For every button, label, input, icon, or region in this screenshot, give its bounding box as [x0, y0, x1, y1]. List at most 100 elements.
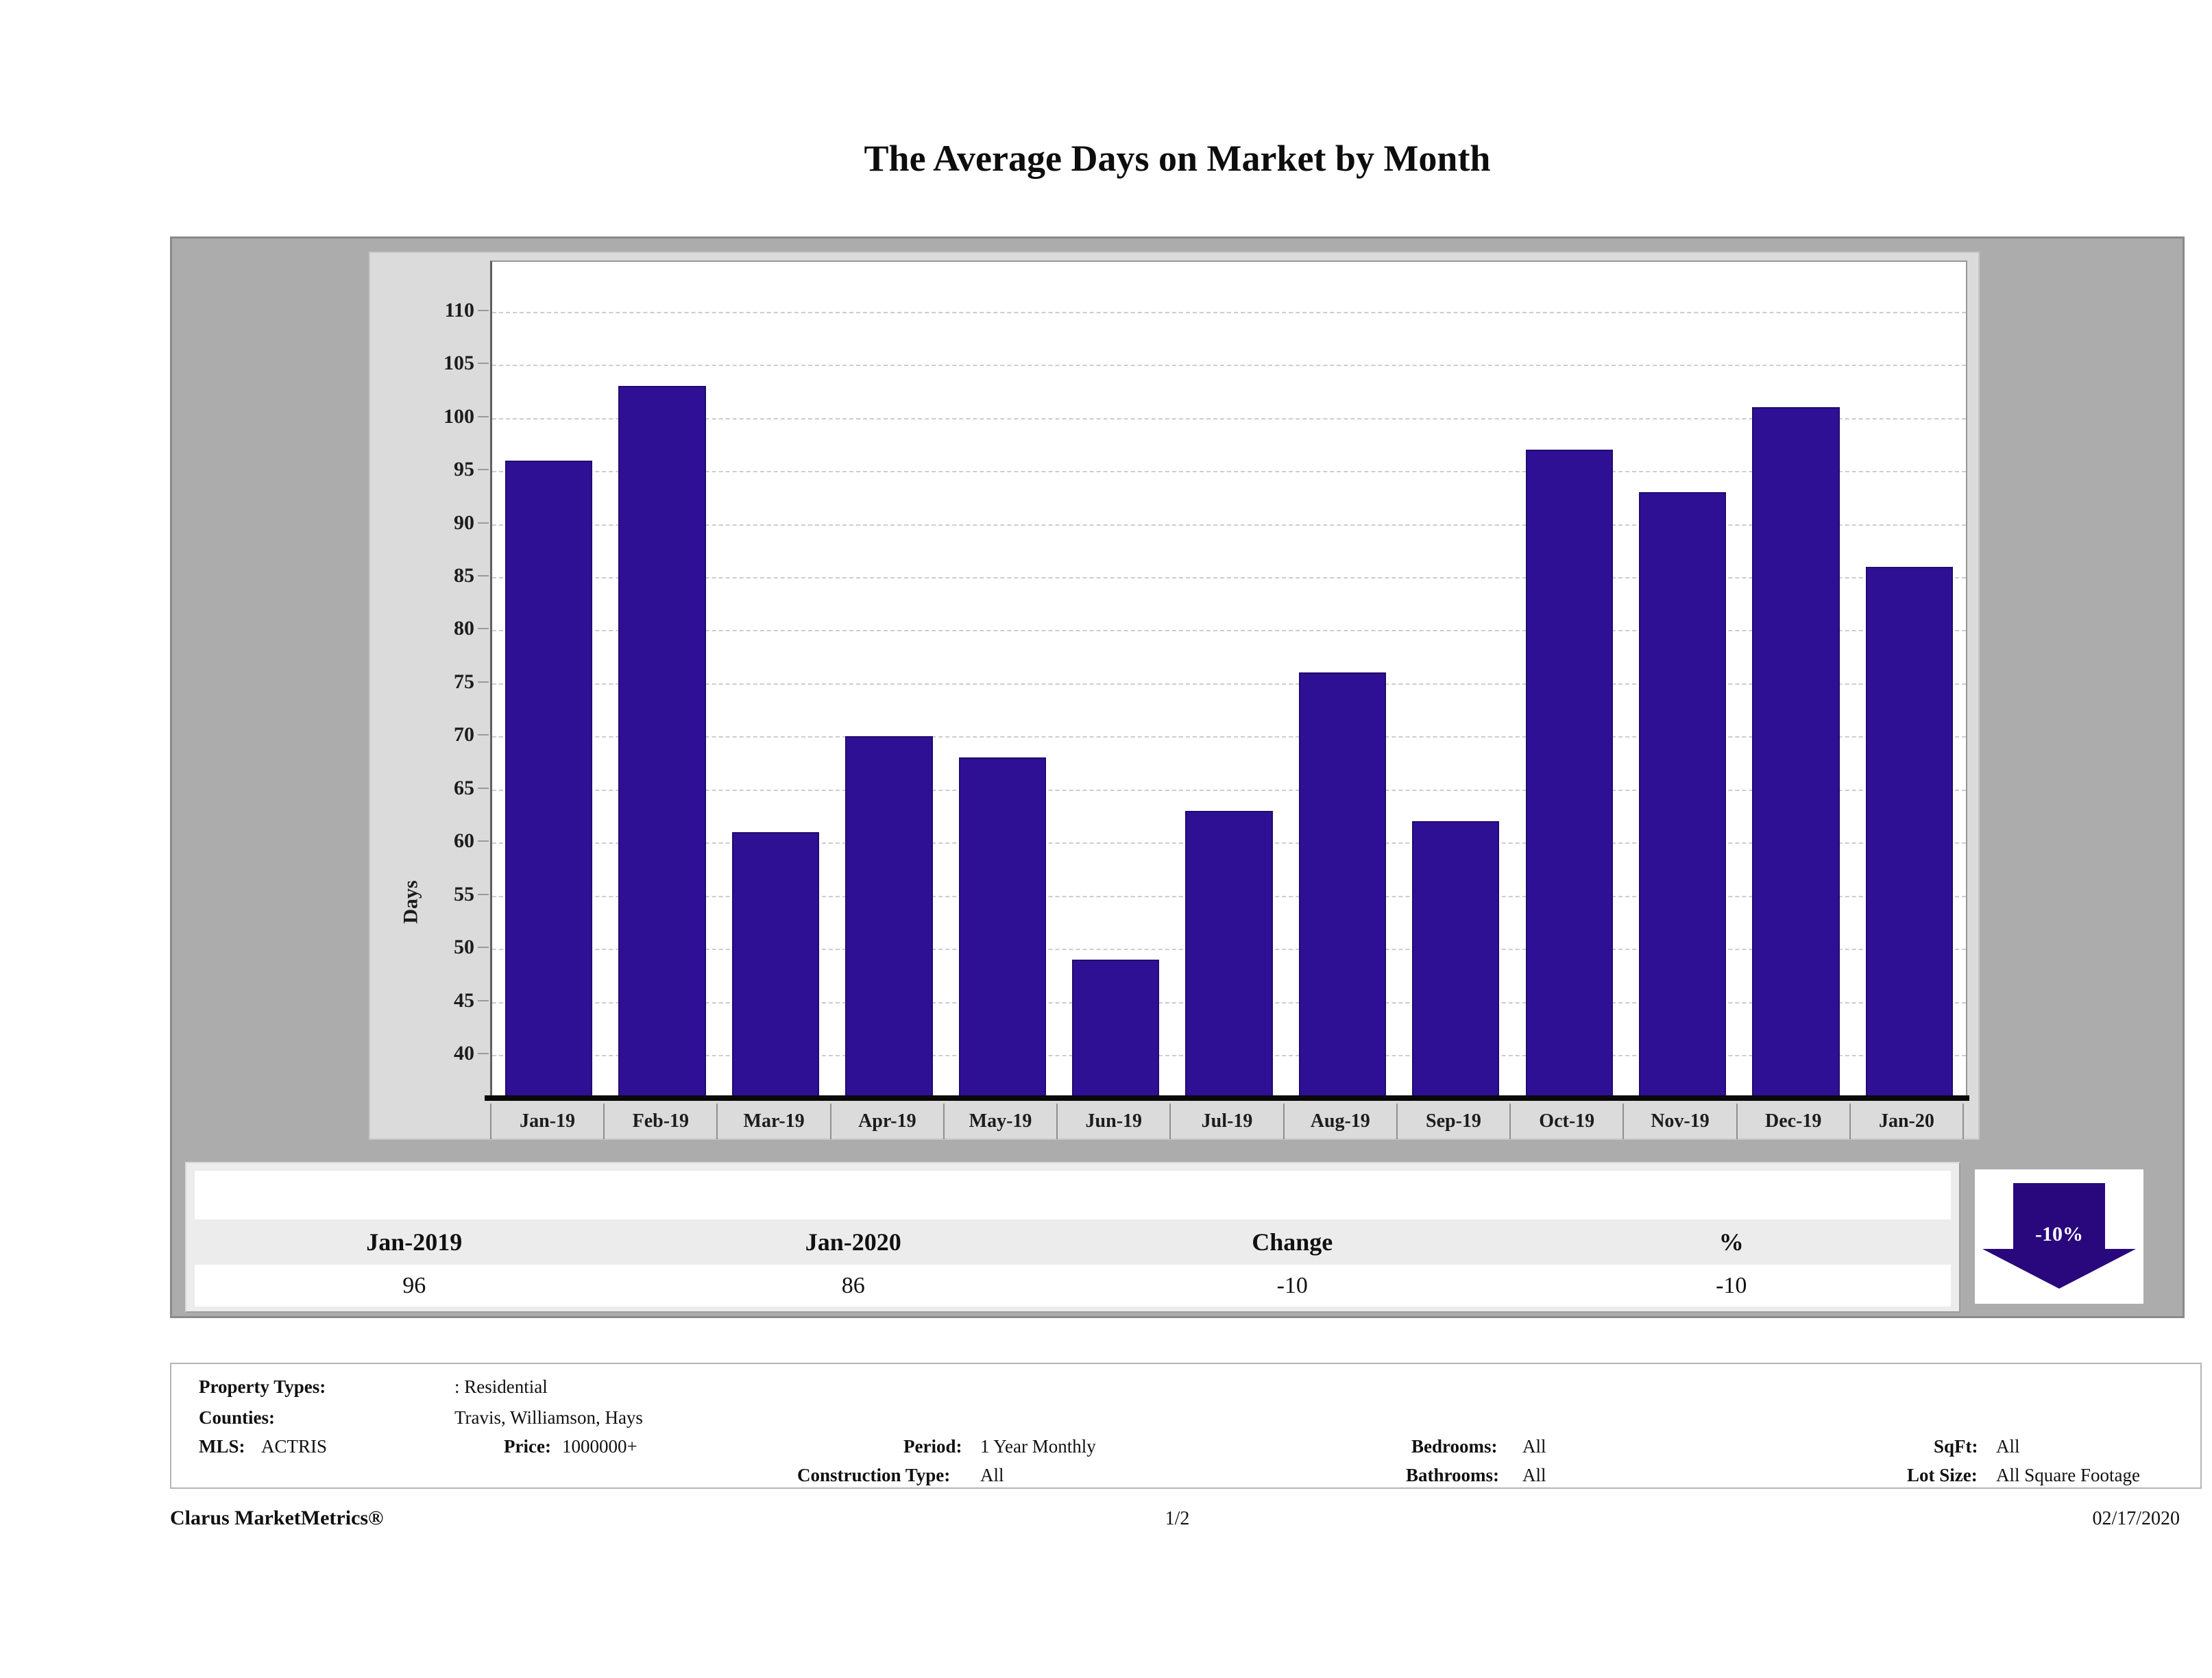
bar-Jan-19 [505, 460, 593, 1099]
x-tick-label-Dec-19: Dec-19 [1736, 1104, 1849, 1139]
bedrooms-label: Bedrooms: [1411, 1436, 1498, 1457]
x-tick-label-Nov-19: Nov-19 [1622, 1104, 1736, 1139]
summary-header-jan2019: Jan-2019 [366, 1228, 463, 1256]
bar-slot-Apr-19 [832, 262, 945, 1099]
gridline-80 [492, 630, 1966, 632]
summary-value-percent: -10 [1716, 1273, 1747, 1298]
x-tick-label-Feb-19: Feb-19 [603, 1104, 716, 1139]
gridline-105 [492, 365, 1966, 367]
lot-size-value: All Square Footage [1996, 1465, 2140, 1485]
y-tick-label-55: 55 [454, 882, 474, 905]
y-tick-mark-80 [478, 628, 489, 630]
plot-area [490, 260, 1967, 1101]
y-tick-label-70: 70 [454, 723, 474, 746]
x-tick-label-Jul-19: Jul-19 [1169, 1104, 1283, 1139]
y-tick-label-75: 75 [454, 670, 474, 693]
bar-slot-Jun-19 [1059, 262, 1172, 1099]
bar-slot-Oct-19 [1513, 262, 1626, 1099]
y-tick-mark-100 [478, 415, 489, 417]
x-tick-label-Sep-19: Sep-19 [1396, 1104, 1509, 1139]
x-tick-label-Jan-20: Jan-20 [1849, 1104, 1965, 1139]
y-tick-label-85: 85 [454, 563, 474, 587]
y-tick-mark-105 [478, 363, 489, 365]
gridline-110 [492, 311, 1966, 313]
bar-Dec-19 [1752, 407, 1840, 1099]
down-arrow-icon [2013, 1183, 2105, 1249]
summary-header-percent: % [1718, 1228, 1744, 1256]
gridline-95 [492, 471, 1966, 473]
bar-Feb-19 [618, 386, 706, 1099]
trend-percent-label: -10% [2035, 1223, 2083, 1245]
y-tick-mark-50 [478, 947, 489, 949]
y-tick-label-80: 80 [454, 617, 474, 640]
y-tick-mark-70 [478, 734, 489, 736]
summary-header-jan2020: Jan-2020 [805, 1228, 901, 1256]
y-tick-label-110: 110 [444, 298, 474, 321]
x-axis-line [485, 1095, 1969, 1101]
bar-Sep-19 [1412, 821, 1500, 1099]
summary-header-change: Change [1252, 1228, 1333, 1256]
bar-Apr-19 [845, 736, 933, 1099]
gridline-75 [492, 683, 1966, 685]
sqft-value: All [1996, 1436, 2020, 1457]
bar-Nov-19 [1638, 492, 1727, 1099]
y-tick-mark-110 [478, 309, 489, 311]
summary-table: Jan-2019 Jan-2020 Change % 96 86 -10 -10 [185, 1162, 1960, 1313]
gridline-65 [492, 789, 1966, 791]
y-tick-label-100: 100 [443, 404, 474, 428]
trend-arrow-badge: -10% [1975, 1169, 2143, 1304]
bedrooms-value: All [1522, 1436, 1546, 1457]
bar-Jun-19 [1071, 959, 1160, 1099]
footer-date: 02/17/2020 [2092, 1508, 2180, 1529]
y-tick-mark-85 [478, 574, 489, 576]
summary-empty-row [195, 1171, 1951, 1219]
x-tick-label-May-19: May-19 [943, 1104, 1056, 1139]
counties-value: Travis, Williamson, Hays [454, 1407, 643, 1428]
x-tick-label-Oct-19: Oct-19 [1509, 1104, 1622, 1139]
y-tick-mark-75 [478, 681, 489, 683]
x-tick-label-Jan-19: Jan-19 [490, 1104, 603, 1139]
y-tick-label-65: 65 [454, 776, 474, 799]
bar-slot-Jan-20 [1853, 262, 1966, 1099]
summary-header-row: Jan-2019 Jan-2020 Change % [195, 1219, 1951, 1265]
x-axis-labels: Jan-19 Feb-19 Mar-19 Apr-19 May-19 Jun-19 Jul-… [490, 1104, 1965, 1139]
chart-panel: 40 45 50 55 60 65 70 75 80 85 90 95 100 105 110 Days J… [369, 252, 1980, 1140]
gridline-85 [492, 576, 1966, 579]
y-tick-mark-65 [478, 787, 489, 789]
gridline-90 [492, 524, 1966, 526]
bathrooms-value: All [1522, 1465, 1546, 1485]
x-tick-label-Jun-19: Jun-19 [1056, 1104, 1169, 1139]
filter-details-box: Property Types: : Residential Counties: … [170, 1363, 2202, 1489]
construction-type-label: Construction Type: [797, 1465, 951, 1485]
bar-Mar-19 [731, 831, 820, 1099]
bar-slot-Dec-19 [1739, 262, 1852, 1099]
bar-Jan-20 [1865, 566, 1954, 1099]
y-tick-mark-90 [478, 522, 489, 524]
summary-value-jan2019: 96 [402, 1273, 426, 1298]
y-tick-mark-40 [478, 1052, 489, 1054]
gridline-100 [492, 417, 1966, 420]
property-types-label: Property Types: [199, 1376, 326, 1397]
gridline-70 [492, 736, 1966, 738]
bar-Aug-19 [1298, 672, 1387, 1099]
bar-slot-Mar-19 [719, 262, 832, 1099]
bar-slot-May-19 [946, 262, 1059, 1099]
y-tick-mark-60 [478, 840, 489, 842]
bar-Jul-19 [1185, 810, 1273, 1099]
price-value: 1000000+ [562, 1436, 637, 1457]
summary-value-jan2020: 86 [841, 1273, 865, 1298]
y-axis-title: Days [399, 880, 422, 924]
summary-value-change: -10 [1276, 1273, 1308, 1298]
down-arrow-head-icon [1982, 1249, 2136, 1289]
y-tick-label-60: 60 [454, 829, 474, 853]
footer-brand: Clarus MarketMetrics® [170, 1507, 384, 1529]
x-tick-label-Aug-19: Aug-19 [1283, 1104, 1396, 1139]
period-value: 1 Year Monthly [980, 1436, 1096, 1457]
y-tick-mark-95 [478, 469, 489, 471]
y-tick-label-45: 45 [454, 988, 474, 1012]
bar-May-19 [958, 757, 1046, 1099]
period-label: Period: [903, 1436, 962, 1457]
construction-type-value: All [980, 1465, 1004, 1485]
lot-size-label: Lot Size: [1907, 1465, 1978, 1485]
